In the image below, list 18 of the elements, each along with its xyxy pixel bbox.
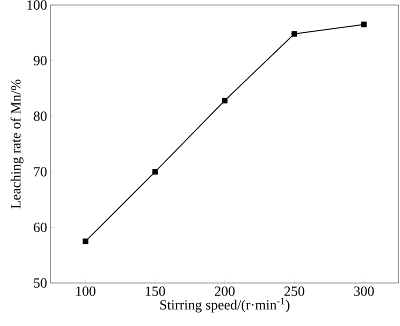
- point: [361, 22, 367, 28]
- y-tick-label: 50: [34, 278, 47, 288]
- x-axis-title: Stirring speed/(r·min$^{-1}$): [160, 298, 290, 312]
- point: [292, 31, 298, 37]
- point: [222, 98, 228, 104]
- y-tick-label: 70: [34, 167, 47, 177]
- y-tick-label: 100: [27, 0, 47, 10]
- x-tick-label: 150: [146, 286, 166, 296]
- x-tick-label: 250: [284, 286, 304, 296]
- point: [82, 238, 88, 244]
- point: [152, 169, 158, 175]
- y-tick-label: 60: [34, 222, 47, 232]
- x-tick-label: 200: [214, 286, 235, 296]
- x-tick-label: 100: [76, 286, 96, 296]
- y-axis-title: Leaching rate of Mn/%: [10, 80, 24, 208]
- y-tick-label: 80: [34, 111, 47, 121]
- x-tick-label: 300: [354, 286, 374, 296]
- y-tick-label: 90: [34, 56, 47, 66]
